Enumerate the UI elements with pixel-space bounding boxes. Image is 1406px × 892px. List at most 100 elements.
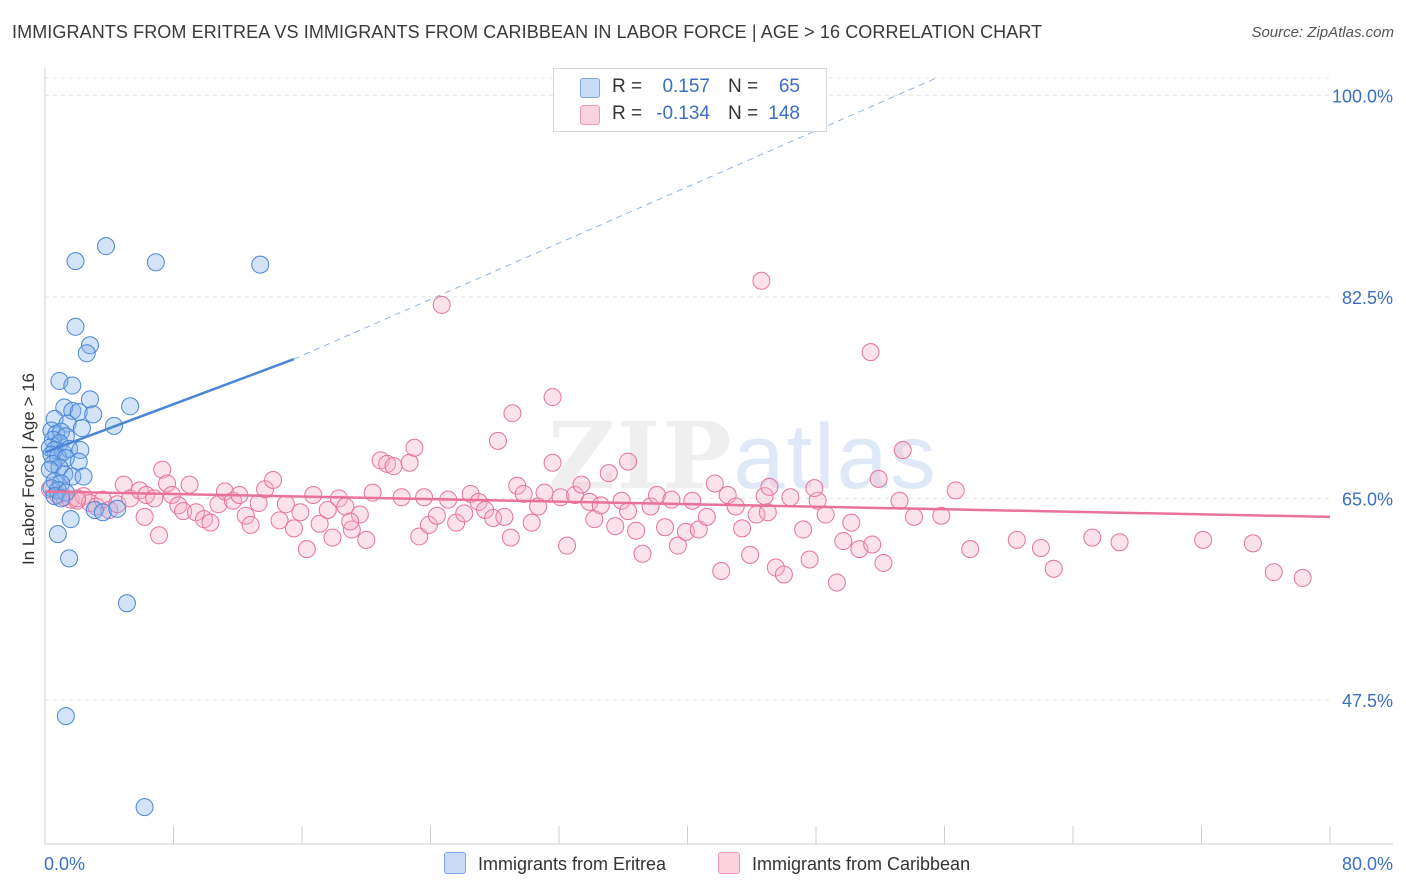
eritrea-point xyxy=(40,460,59,479)
caribbean-point xyxy=(488,431,507,450)
caribbean-point xyxy=(304,485,323,504)
caribbean-point xyxy=(842,513,861,532)
y-tick-label: 100.0% xyxy=(1332,86,1393,106)
caribbean-point xyxy=(961,540,980,559)
caribbean-point xyxy=(733,519,752,538)
caribbean-point xyxy=(501,528,520,547)
x-tick-label: 80.0% xyxy=(1342,854,1393,874)
caribbean-point xyxy=(816,505,835,524)
eritrea-point xyxy=(135,798,154,817)
caribbean-trendline xyxy=(44,490,1331,519)
chart-title: IMMIGRANTS FROM ERITREA VS IMMIGRANTS FR… xyxy=(12,22,1043,42)
caribbean-point xyxy=(668,536,687,555)
caribbean-point xyxy=(946,481,965,500)
caribbean-point xyxy=(627,521,646,540)
caribbean-point xyxy=(241,515,260,534)
caribbean-point xyxy=(455,504,474,523)
caribbean-point xyxy=(774,565,793,584)
eritrea-point xyxy=(93,503,112,522)
caribbean-point xyxy=(712,562,731,581)
caribbean-point xyxy=(310,514,329,533)
caribbean-point xyxy=(633,544,652,563)
eritrea-point xyxy=(72,419,91,438)
caribbean-point xyxy=(697,507,716,526)
eritrea-point xyxy=(61,510,80,529)
eritrea-trendline-extension xyxy=(293,77,937,360)
eritrea-point xyxy=(97,237,116,256)
eritrea-trendline xyxy=(44,357,295,454)
caribbean-point xyxy=(591,496,610,515)
eritrea-point xyxy=(84,405,103,424)
x-tick-label: 0.0% xyxy=(44,854,85,874)
caribbean-point xyxy=(705,474,724,493)
caribbean-point xyxy=(405,438,424,457)
eritrea-point xyxy=(71,441,90,460)
caribbean-point xyxy=(893,441,912,460)
caribbean-point xyxy=(1264,563,1283,582)
caribbean-point xyxy=(153,460,172,479)
watermark-zip: ZIP xyxy=(548,402,734,510)
caribbean-point xyxy=(514,484,533,503)
caribbean-point xyxy=(1031,538,1050,557)
eritrea-point xyxy=(80,390,99,409)
series-legend: Immigrants from Eritrea Immigrants from … xyxy=(0,852,1406,878)
y-tick-label: 82.5% xyxy=(1342,288,1393,308)
eritrea-point xyxy=(77,344,96,363)
watermark-atlas: atlas xyxy=(733,406,938,508)
caribbean-point xyxy=(323,528,342,547)
caribbean-point xyxy=(291,503,310,522)
y-tick-label: 65.0% xyxy=(1342,489,1393,509)
legend-row-caribbean: R = -0.134 N = 148 xyxy=(554,101,826,127)
caribbean-point xyxy=(503,404,522,423)
caribbean-point xyxy=(297,540,316,559)
series-swatch-eritrea xyxy=(444,852,466,874)
caribbean-point xyxy=(752,271,771,290)
eritrea-point xyxy=(251,255,270,274)
eritrea-point xyxy=(66,252,85,271)
legend-r-value: 0.157 xyxy=(662,76,710,97)
caribbean-point xyxy=(284,519,303,538)
caribbean-point xyxy=(415,488,434,507)
y-tick-label: 47.5% xyxy=(1342,691,1393,711)
legend-n-label: N = xyxy=(728,103,759,124)
caribbean-point xyxy=(932,506,951,525)
caribbean-point xyxy=(874,553,893,572)
caribbean-point xyxy=(169,496,188,515)
caribbean-point xyxy=(834,532,853,551)
caribbean-point xyxy=(201,513,220,532)
source-credit: Source: ZipAtlas.com xyxy=(1251,24,1394,41)
caribbean-point xyxy=(318,500,337,519)
caribbean-point xyxy=(572,475,591,494)
eritrea-point xyxy=(108,499,127,518)
caribbean-point xyxy=(150,526,169,545)
caribbean-point xyxy=(357,530,376,549)
caribbean-point xyxy=(794,520,813,539)
legend-swatch-eritrea xyxy=(580,78,600,98)
legend-n-value: 65 xyxy=(778,76,800,97)
caribbean-point xyxy=(180,475,199,494)
caribbean-point xyxy=(158,474,177,493)
caribbean-point xyxy=(890,491,909,510)
caribbean-point xyxy=(861,343,880,362)
caribbean-point xyxy=(522,513,541,532)
caribbean-point xyxy=(689,520,708,539)
caribbean-point xyxy=(535,483,554,502)
caribbean-point xyxy=(264,471,283,490)
caribbean-point xyxy=(805,479,824,498)
caribbean-point xyxy=(904,507,923,526)
eritrea-point xyxy=(69,452,88,471)
caribbean-point xyxy=(270,511,289,530)
eritrea-point xyxy=(74,467,93,486)
caribbean-point xyxy=(68,489,87,508)
caribbean-point xyxy=(606,517,625,536)
eritrea-point xyxy=(60,549,79,568)
caribbean-point xyxy=(1243,534,1262,553)
series-label-caribbean: Immigrants from Caribbean xyxy=(752,854,971,874)
legend-n-label: N = xyxy=(728,76,759,97)
eritrea-point xyxy=(121,397,140,416)
legend-swatch-caribbean xyxy=(580,105,600,125)
caribbean-point xyxy=(619,452,638,471)
eritrea-point xyxy=(56,707,75,726)
caribbean-point xyxy=(427,506,446,525)
